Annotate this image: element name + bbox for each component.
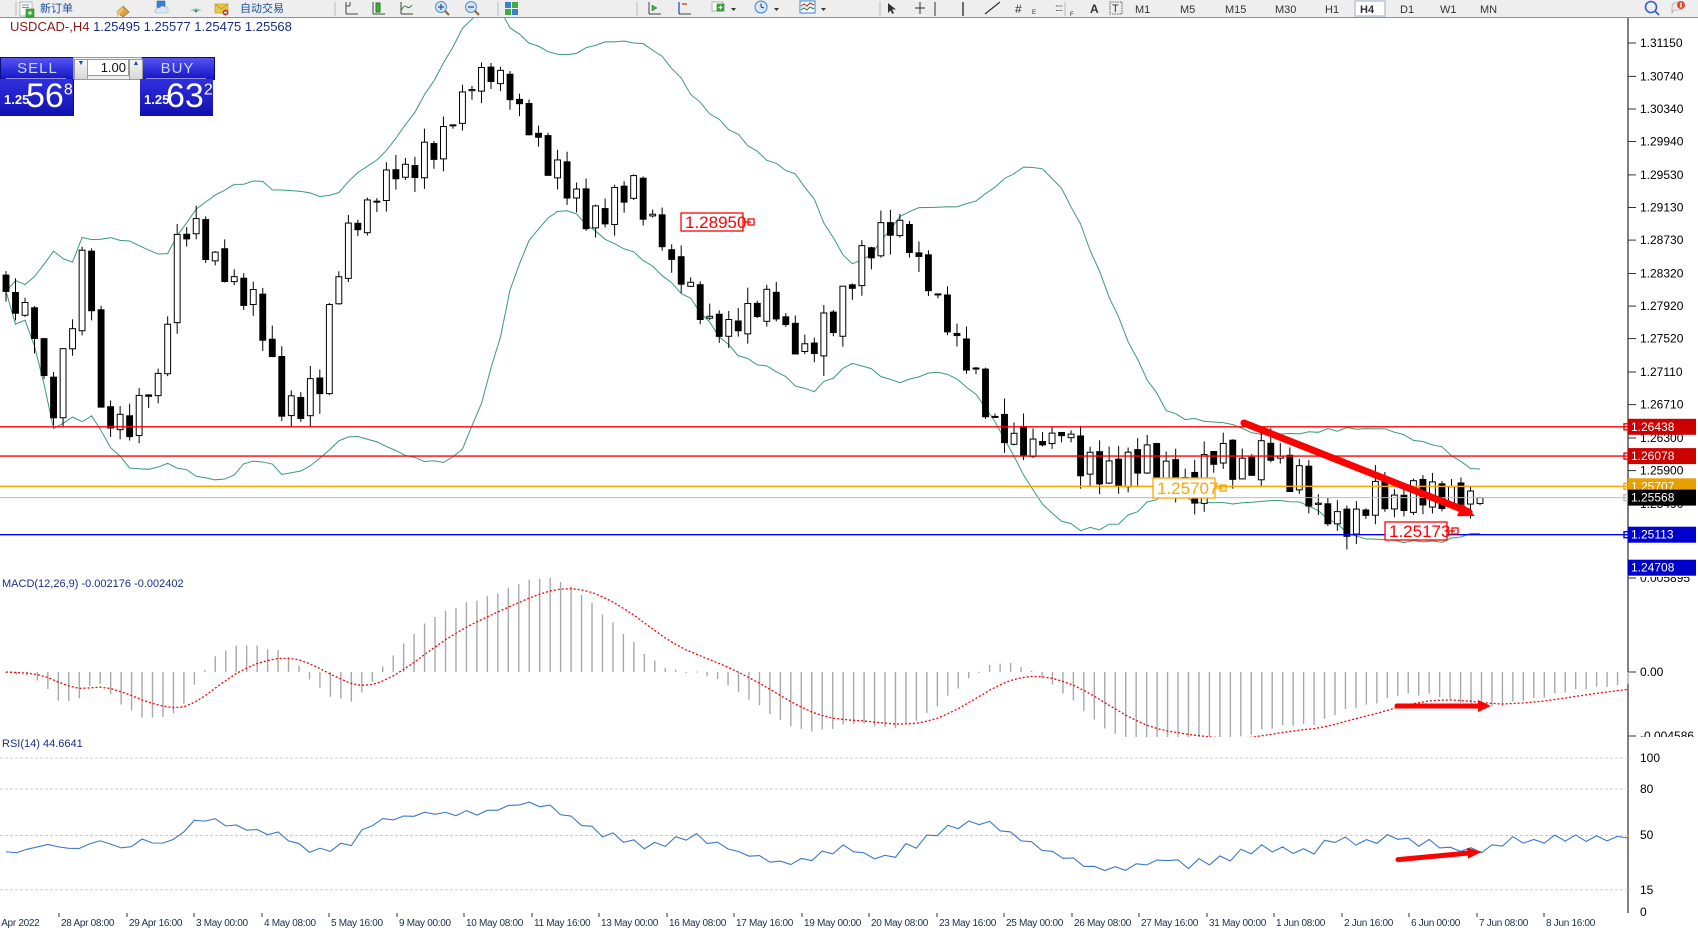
svg-text:1.26078: 1.26078 xyxy=(1631,449,1675,463)
svg-text:0.00: 0.00 xyxy=(1640,665,1664,679)
svg-text:26 May 08:00: 26 May 08:00 xyxy=(1074,918,1132,929)
svg-text:MACD(12,26,9) -0.002176 -0.002: MACD(12,26,9) -0.002176 -0.002402 xyxy=(2,578,184,590)
svg-text:6 Jun 00:00: 6 Jun 00:00 xyxy=(1411,918,1461,929)
svg-text:28 Apr 08:00: 28 Apr 08:00 xyxy=(61,918,115,929)
svg-text:1.26438: 1.26438 xyxy=(1631,420,1675,434)
svg-text:M30: M30 xyxy=(1275,4,1296,16)
svg-text:2 Jun 16:00: 2 Jun 16:00 xyxy=(1344,918,1394,929)
svg-text:9 May 00:00: 9 May 00:00 xyxy=(399,918,451,929)
svg-text:1.30740: 1.30740 xyxy=(1640,69,1684,83)
svg-text:17 May 16:00: 17 May 16:00 xyxy=(736,918,794,929)
svg-text:MN: MN xyxy=(1480,4,1497,16)
svg-text:11 May 16:00: 11 May 16:00 xyxy=(534,918,591,929)
svg-text:H1: H1 xyxy=(1325,4,1339,16)
svg-text:1.27920: 1.27920 xyxy=(1640,299,1684,313)
svg-text:新订单: 新订单 xyxy=(40,1,73,15)
svg-text:1.30340: 1.30340 xyxy=(1640,102,1684,116)
svg-text:1.27520: 1.27520 xyxy=(1640,332,1684,346)
svg-text:::::: :::: xyxy=(1055,3,1062,14)
svg-text:1.24708: 1.24708 xyxy=(1631,561,1675,575)
svg-text:0.005895: 0.005895 xyxy=(1640,577,1690,585)
svg-text:1.25568: 1.25568 xyxy=(1631,491,1675,505)
svg-text:1.29940: 1.29940 xyxy=(1640,135,1684,149)
svg-text:M5: M5 xyxy=(1180,4,1195,16)
svg-text:15: 15 xyxy=(1640,883,1654,897)
svg-text:H4: H4 xyxy=(1360,4,1375,16)
svg-text:19 May 00:00: 19 May 00:00 xyxy=(804,918,862,929)
svg-text:10 May 08:00: 10 May 08:00 xyxy=(466,918,524,929)
svg-text:M15: M15 xyxy=(1225,4,1246,16)
svg-text:20 May 08:00: 20 May 08:00 xyxy=(871,918,929,929)
svg-text:E: E xyxy=(1032,10,1036,16)
svg-text:1.28730: 1.28730 xyxy=(1640,233,1684,247)
svg-text:1 Jun 08:00: 1 Jun 08:00 xyxy=(1276,918,1326,929)
svg-text:5 May 16:00: 5 May 16:00 xyxy=(331,918,383,929)
svg-text:1.25113: 1.25113 xyxy=(1631,528,1674,542)
svg-text:31 May 00:00: 31 May 00:00 xyxy=(1209,918,1267,929)
svg-text:7 Jun 08:00: 7 Jun 08:00 xyxy=(1479,918,1529,929)
svg-text:27 May 16:00: 27 May 16:00 xyxy=(1141,918,1199,929)
svg-text:80: 80 xyxy=(1640,782,1654,796)
svg-text:RSI(14) 44.6641: RSI(14) 44.6641 xyxy=(2,738,83,750)
svg-text:自动交易: 自动交易 xyxy=(240,1,284,15)
svg-text:1.26710: 1.26710 xyxy=(1640,398,1684,412)
svg-text:1.25707: 1.25707 xyxy=(1157,479,1218,498)
svg-text:3 May 00:00: 3 May 00:00 xyxy=(196,918,248,929)
svg-text:4 May 08:00: 4 May 08:00 xyxy=(264,918,316,929)
svg-text:1.28320: 1.28320 xyxy=(1640,267,1684,281)
svg-text:M1: M1 xyxy=(1135,4,1150,16)
svg-text:13 May 00:00: 13 May 00:00 xyxy=(601,918,659,929)
svg-text:1.27110: 1.27110 xyxy=(1640,365,1683,379)
svg-text:1.25900: 1.25900 xyxy=(1640,464,1684,478)
svg-text:1.31150: 1.31150 xyxy=(1640,36,1683,50)
svg-text:29 Apr 16:00: 29 Apr 16:00 xyxy=(129,918,183,929)
svg-text:T: T xyxy=(1112,3,1119,15)
svg-text:D1: D1 xyxy=(1400,4,1414,16)
svg-text:8 Jun 16:00: 8 Jun 16:00 xyxy=(1546,918,1596,929)
svg-text:1.29530: 1.29530 xyxy=(1640,168,1684,182)
svg-text:23 May 16:00: 23 May 16:00 xyxy=(939,918,997,929)
svg-text:#: # xyxy=(1015,2,1022,16)
svg-text:25 May 00:00: 25 May 00:00 xyxy=(1006,918,1064,929)
svg-text:0: 0 xyxy=(1640,905,1647,919)
svg-text:USDCAD-,H4 1.25495 1.25577 1: USDCAD-,H4 1.25495 1.25577 1.25475 1.255… xyxy=(10,19,292,34)
svg-text:50: 50 xyxy=(1640,828,1654,842)
svg-text:1.28950: 1.28950 xyxy=(685,213,746,232)
svg-text:7 Apr 2022: 7 Apr 2022 xyxy=(0,918,40,929)
svg-text:1.25173: 1.25173 xyxy=(1389,522,1450,541)
svg-text:-0.004586: -0.004586 xyxy=(1640,729,1694,737)
svg-text:1.29130: 1.29130 xyxy=(1640,201,1684,215)
svg-text:A: A xyxy=(1090,2,1099,16)
svg-text:W1: W1 xyxy=(1440,4,1457,16)
svg-text:100: 100 xyxy=(1640,751,1660,765)
svg-text:16 May 08:00: 16 May 08:00 xyxy=(669,918,727,929)
